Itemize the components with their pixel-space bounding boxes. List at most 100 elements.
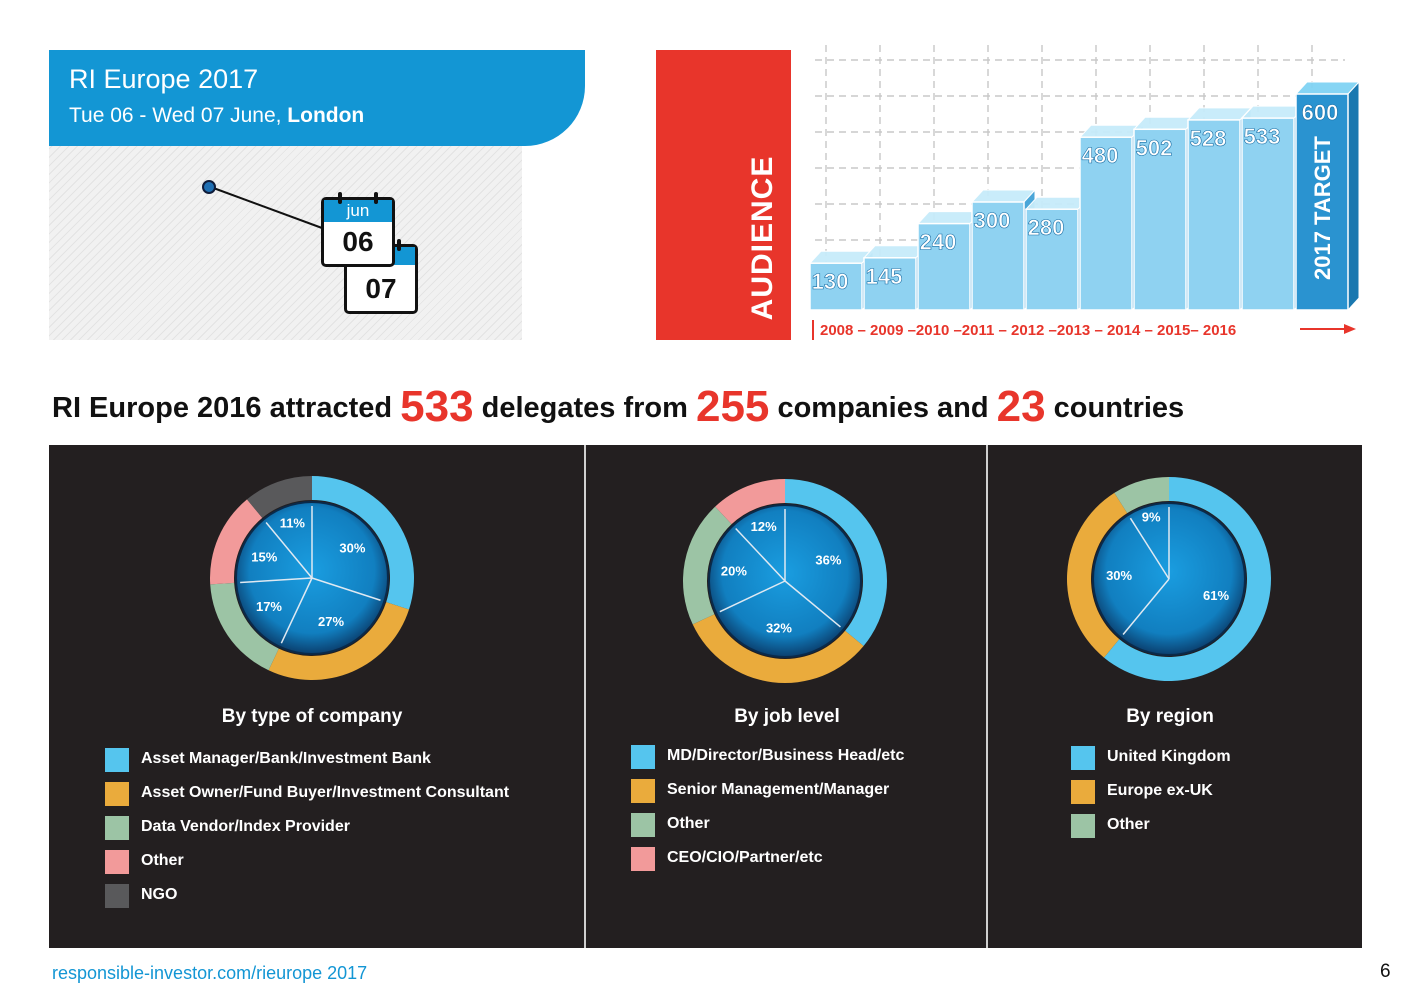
- pie-value-label: 30%: [1106, 568, 1132, 583]
- pie-slice-3: [210, 582, 279, 671]
- pie-value-label: 32%: [766, 621, 792, 636]
- pie-value-label: 9%: [1142, 510, 1161, 525]
- audience-label: AUDIENCE: [746, 155, 779, 321]
- axis-arrowhead-icon: [1344, 324, 1356, 334]
- pie-divider-line: [1129, 517, 1170, 580]
- pie-slice-1: [785, 479, 887, 647]
- legend-swatch: [1071, 780, 1095, 804]
- audience-bar-value: 130: [812, 269, 849, 294]
- location-pin-icon: [202, 180, 216, 194]
- audience-bar-value: 533: [1244, 124, 1281, 149]
- pie-value-label: 17%: [256, 599, 282, 614]
- world-map-background: [49, 140, 522, 340]
- audience-label-box: [656, 50, 791, 340]
- pie-slice-2: [692, 614, 864, 683]
- year-axis-labels: 2008 – 2009 –2010 –2011 – 2012 –2013 – 2…: [820, 322, 1236, 339]
- legend-swatch: [1071, 746, 1095, 770]
- calendar-ring-icon: [397, 239, 401, 251]
- pie-divider-line: [280, 577, 313, 644]
- audience-bar-value: 480: [1082, 143, 1119, 168]
- audience-bar-2010: 240: [916, 210, 983, 312]
- pie-slice-3: [1114, 477, 1169, 514]
- legend-swatch: [1071, 814, 1095, 838]
- headline-text-1: RI Europe 2016 attracted: [52, 392, 401, 424]
- pie-divider-line: [719, 580, 786, 613]
- calendar-ring-icon: [374, 192, 378, 204]
- pie-value-label: 15%: [251, 549, 277, 564]
- audience-bar-chart: 130 145 240 300 280 480 502 528 533 600 2017 TARGE…: [808, 45, 1361, 340]
- event-date-range: Tue 06 - Wed 07 June,: [69, 104, 288, 127]
- pie-divider-line: [311, 577, 381, 601]
- pie-value-label: 61%: [1203, 588, 1229, 603]
- legend-swatch: [631, 847, 655, 871]
- pie-value-label: 11%: [280, 515, 306, 530]
- audience-bar-2008: 130: [808, 249, 875, 312]
- panel-divider: [584, 445, 586, 948]
- job-chart-title: By job level: [734, 706, 840, 727]
- pie-slice-3: [683, 506, 732, 625]
- legend-label: MD/Director/Business Head/etc: [667, 747, 905, 764]
- legend-swatch: [105, 850, 129, 874]
- legend-label: CEO/CIO/Partner/etc: [667, 849, 823, 866]
- page-number: 6: [1380, 961, 1391, 982]
- audience-bar-value: 240: [920, 230, 957, 255]
- region-pie-chart: 61% 30% 9%: [1067, 477, 1271, 681]
- legend-label: Other: [667, 815, 710, 832]
- event-title: RI Europe 2017: [69, 64, 259, 94]
- delegates-count: 533: [400, 382, 474, 431]
- headline: RI Europe 2016 attracted 533 delegates f…: [52, 382, 1372, 432]
- legend-label: Other: [1107, 816, 1150, 833]
- panel-divider: [986, 445, 988, 948]
- legend-swatch: [105, 782, 129, 806]
- pie-slice-4: [210, 499, 263, 585]
- legend-label: United Kingdom: [1107, 748, 1231, 765]
- event-banner: RI Europe 2017 Tue 06 - Wed 07 June, Lon…: [49, 50, 585, 146]
- event-dates: Tue 06 - Wed 07 June, London: [69, 104, 364, 128]
- pie-slice-1: [312, 476, 414, 610]
- legend-swatch: [105, 748, 129, 772]
- calendar-end-day: 07: [365, 273, 397, 304]
- legend-swatch: [105, 816, 129, 840]
- headline-text-2: delegates from: [473, 392, 696, 424]
- footer-link[interactable]: responsible-investor.com/rieurope 2017: [52, 963, 368, 983]
- audience-bar-value: 600: [1302, 100, 1339, 125]
- pie-divider-line: [784, 580, 841, 628]
- headline-text-4: countries: [1045, 392, 1185, 424]
- legend-label: NGO: [141, 886, 178, 903]
- audience-bar-value: 528: [1190, 126, 1227, 151]
- legend-label: Senior Management/Manager: [667, 781, 890, 798]
- event-city: London: [287, 104, 365, 127]
- job-pie-chart: 36% 32% 20% 12%: [683, 479, 887, 683]
- pie-divider-line: [265, 522, 313, 579]
- pie-slice-4: [715, 479, 785, 525]
- headline-text-3: companies and: [769, 392, 997, 424]
- audience-bar-value: 280: [1028, 215, 1065, 240]
- calendar-start-icon: jun 06: [321, 192, 395, 267]
- legend-swatch: [105, 884, 129, 908]
- calendar-ring-icon: [338, 192, 342, 204]
- company-chart-title: By type of company: [221, 706, 403, 727]
- audience-bar-value: 145: [866, 264, 903, 289]
- legend-swatch: [631, 745, 655, 769]
- map-connector-line: [207, 185, 323, 229]
- pie-divider-line: [735, 528, 786, 582]
- pie-value-label: 20%: [721, 563, 747, 578]
- pie-value-label: 12%: [751, 519, 777, 534]
- legend-swatch: [631, 813, 655, 837]
- pie-value-label: 27%: [318, 614, 344, 629]
- pie-value-label: 36%: [815, 553, 841, 568]
- companies-count: 255: [695, 382, 770, 431]
- region-chart-title: By region: [1126, 706, 1214, 727]
- pie-divider-line: [1122, 578, 1170, 635]
- legend-label: Other: [141, 852, 184, 869]
- calendar-start-day: 06: [342, 226, 374, 257]
- company-pie-chart: 30% 27% 17% 15% 11%: [210, 476, 414, 680]
- legend-label: Asset Owner/Fund Buyer/Investment Consul…: [141, 784, 510, 801]
- countries-count: 23: [996, 382, 1046, 431]
- pie-slice-5: [246, 476, 312, 518]
- audience-bar-value: 300: [974, 208, 1011, 233]
- calendar-month: jun: [324, 200, 392, 222]
- target-bar-label: 2017 TARGET: [1310, 136, 1335, 280]
- legend-label: Asset Manager/Bank/Investment Bank: [141, 750, 431, 767]
- pie-slice-2: [268, 602, 410, 680]
